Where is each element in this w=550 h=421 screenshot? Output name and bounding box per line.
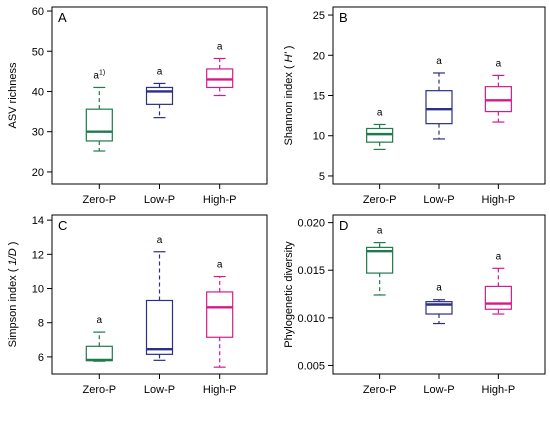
- significance-letter: a: [377, 226, 383, 237]
- x-tick-label: High-P: [482, 194, 516, 206]
- box-low-p: a: [145, 235, 174, 361]
- y-tick-label: 40: [32, 86, 44, 98]
- y-axis-label: Simpson index ( 1/D ): [7, 242, 19, 348]
- box-low-p: a: [145, 66, 174, 119]
- y-axis-label: Shannon index ( H' ): [283, 46, 295, 146]
- box-zero-p: a: [366, 226, 394, 296]
- significance-letter: a: [217, 260, 223, 271]
- significance-letter: a: [377, 107, 383, 118]
- significance-letter: a: [436, 283, 442, 294]
- y-tick-label: 10: [313, 131, 325, 143]
- y-tick-label: 5: [319, 171, 325, 183]
- box-zero-p: a: [366, 107, 394, 151]
- x-tick-label: Zero-P: [363, 384, 397, 396]
- y-axis-label-part: ): [283, 46, 295, 53]
- x-tick-label: High-P: [482, 384, 516, 396]
- plot-frame: [332, 214, 546, 375]
- box-high-p: a: [484, 58, 512, 123]
- significance-letter: a1): [93, 69, 105, 81]
- iqr-box: [85, 345, 113, 362]
- y-axis-label: Phylogenetic diversity: [283, 241, 295, 348]
- y-axis-label: ASV richness: [7, 62, 19, 129]
- panel-A: A 20 30 40 50 60 ASV richness Zero-P Low-P High-P…: [7, 6, 268, 206]
- box-low-p: a: [425, 283, 453, 325]
- x-tick-label: Low-P: [423, 384, 454, 396]
- y-tick-label: 25: [313, 10, 325, 22]
- significance-letter: a: [157, 66, 163, 77]
- iqr-box: [145, 299, 174, 355]
- y-tick-label: 0.020: [297, 218, 325, 230]
- y-tick-label: 14: [32, 215, 44, 227]
- x-tick-label: Low-P: [423, 194, 454, 206]
- significance-letter: a: [157, 235, 163, 246]
- significance-superscript: 1): [99, 69, 105, 76]
- y-axis-label-part: Phylogenetic diversity: [283, 241, 295, 348]
- y-tick-label: 15: [313, 91, 325, 103]
- y-axis-label-part: H': [283, 51, 295, 62]
- y-axis-label-part: Simpson index (: [7, 265, 19, 347]
- panel-C: C 6 8 10 12 14 Simpson index ( 1/D ) Zero-P Low-…: [7, 214, 268, 396]
- iqr-box: [425, 90, 453, 125]
- y-tick-label: 6: [38, 352, 44, 364]
- y-tick-label: 10: [32, 284, 44, 296]
- box-high-p: a: [484, 251, 512, 315]
- x-tick-label: Low-P: [144, 194, 175, 206]
- x-tick-label: High-P: [203, 384, 237, 396]
- box-low-p: a: [425, 56, 453, 140]
- y-tick-label: 0.005: [297, 360, 325, 372]
- significance-letter: a: [217, 41, 223, 52]
- y-tick-label: 50: [32, 46, 44, 58]
- significance-letter: a: [97, 315, 103, 326]
- iqr-box: [484, 285, 512, 310]
- iqr-box: [145, 86, 174, 105]
- x-tick-label: Zero-P: [82, 384, 116, 396]
- box-zero-p: a: [85, 315, 113, 362]
- y-tick-label: 12: [32, 249, 44, 261]
- iqr-box: [206, 68, 234, 89]
- iqr-box: [85, 108, 113, 142]
- significance-letter: a: [496, 251, 502, 262]
- iqr-box: [366, 127, 394, 143]
- box-zero-p: a1): [85, 69, 113, 152]
- y-axis-label-part: Shannon index (: [283, 62, 295, 145]
- panel-label: B: [339, 10, 348, 25]
- panel-label: C: [58, 218, 67, 233]
- box-high-p: a: [206, 41, 234, 97]
- y-axis-label-part: 1/D: [7, 248, 19, 265]
- y-tick-label: 0.010: [297, 313, 325, 325]
- x-tick-label: Zero-P: [363, 194, 397, 206]
- box-high-p: a: [206, 260, 234, 368]
- panel-B: B 5 10 15 20 25 Shannon index ( H' ) Zero-P Low-…: [283, 6, 546, 206]
- significance-letter: a: [496, 58, 502, 69]
- y-tick-label: 20: [313, 50, 325, 62]
- x-tick-label: High-P: [203, 194, 237, 206]
- x-tick-label: Zero-P: [82, 194, 116, 206]
- y-tick-label: 0.015: [297, 265, 325, 277]
- x-tick-label: Low-P: [144, 384, 175, 396]
- y-tick-label: 8: [38, 318, 44, 330]
- panel-label: D: [339, 218, 348, 233]
- significance-letter: a: [436, 56, 442, 67]
- y-tick-label: 20: [32, 167, 44, 179]
- y-tick-label: 30: [32, 127, 44, 139]
- iqr-box: [206, 291, 234, 338]
- y-tick-label: 60: [32, 6, 44, 18]
- iqr-box: [484, 86, 512, 113]
- panel-label: A: [58, 10, 67, 25]
- y-axis-label-part: ASV richness: [7, 62, 19, 129]
- y-axis-label-part: ): [7, 242, 19, 249]
